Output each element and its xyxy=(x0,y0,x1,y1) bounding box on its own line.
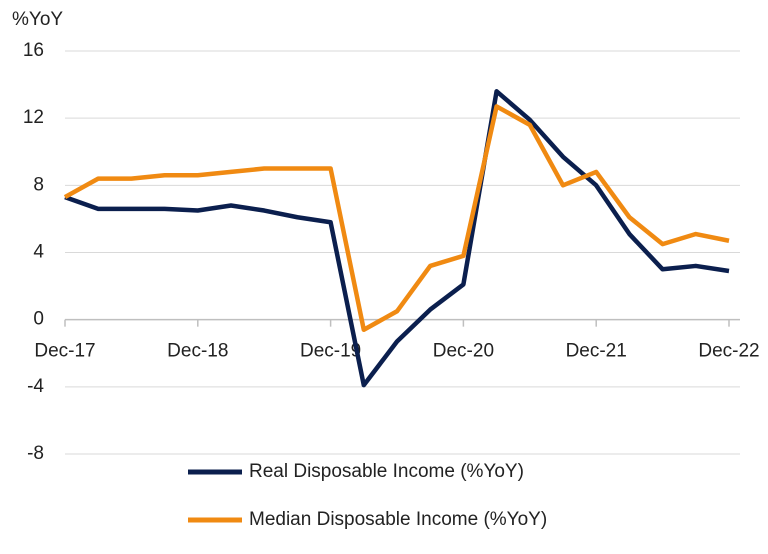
x-tick-label: Dec-20 xyxy=(433,341,494,362)
y-tick-label: -4 xyxy=(27,376,44,397)
series-line xyxy=(63,104,730,332)
x-tick-label: Dec-17 xyxy=(34,341,95,362)
x-tick-label: Dec-19 xyxy=(300,341,361,362)
y-tick-label: 16 xyxy=(23,40,44,61)
y-tick-label: 0 xyxy=(33,309,44,330)
x-tick-label: Dec-21 xyxy=(566,341,627,362)
series-line xyxy=(64,89,730,388)
x-tick-label: Dec-18 xyxy=(167,341,228,362)
legend-label: Real Disposable Income (%YoY) xyxy=(249,461,524,482)
y-axis-label: %YoY xyxy=(12,9,63,30)
x-tick-label: Dec-22 xyxy=(698,341,759,362)
legend-label: Median Disposable Income (%YoY) xyxy=(249,509,547,530)
y-tick-label: -8 xyxy=(27,443,44,464)
y-tick-label: 8 xyxy=(33,174,44,195)
y-tick-label: 12 xyxy=(23,107,44,128)
y-tick-label: 4 xyxy=(33,242,44,263)
